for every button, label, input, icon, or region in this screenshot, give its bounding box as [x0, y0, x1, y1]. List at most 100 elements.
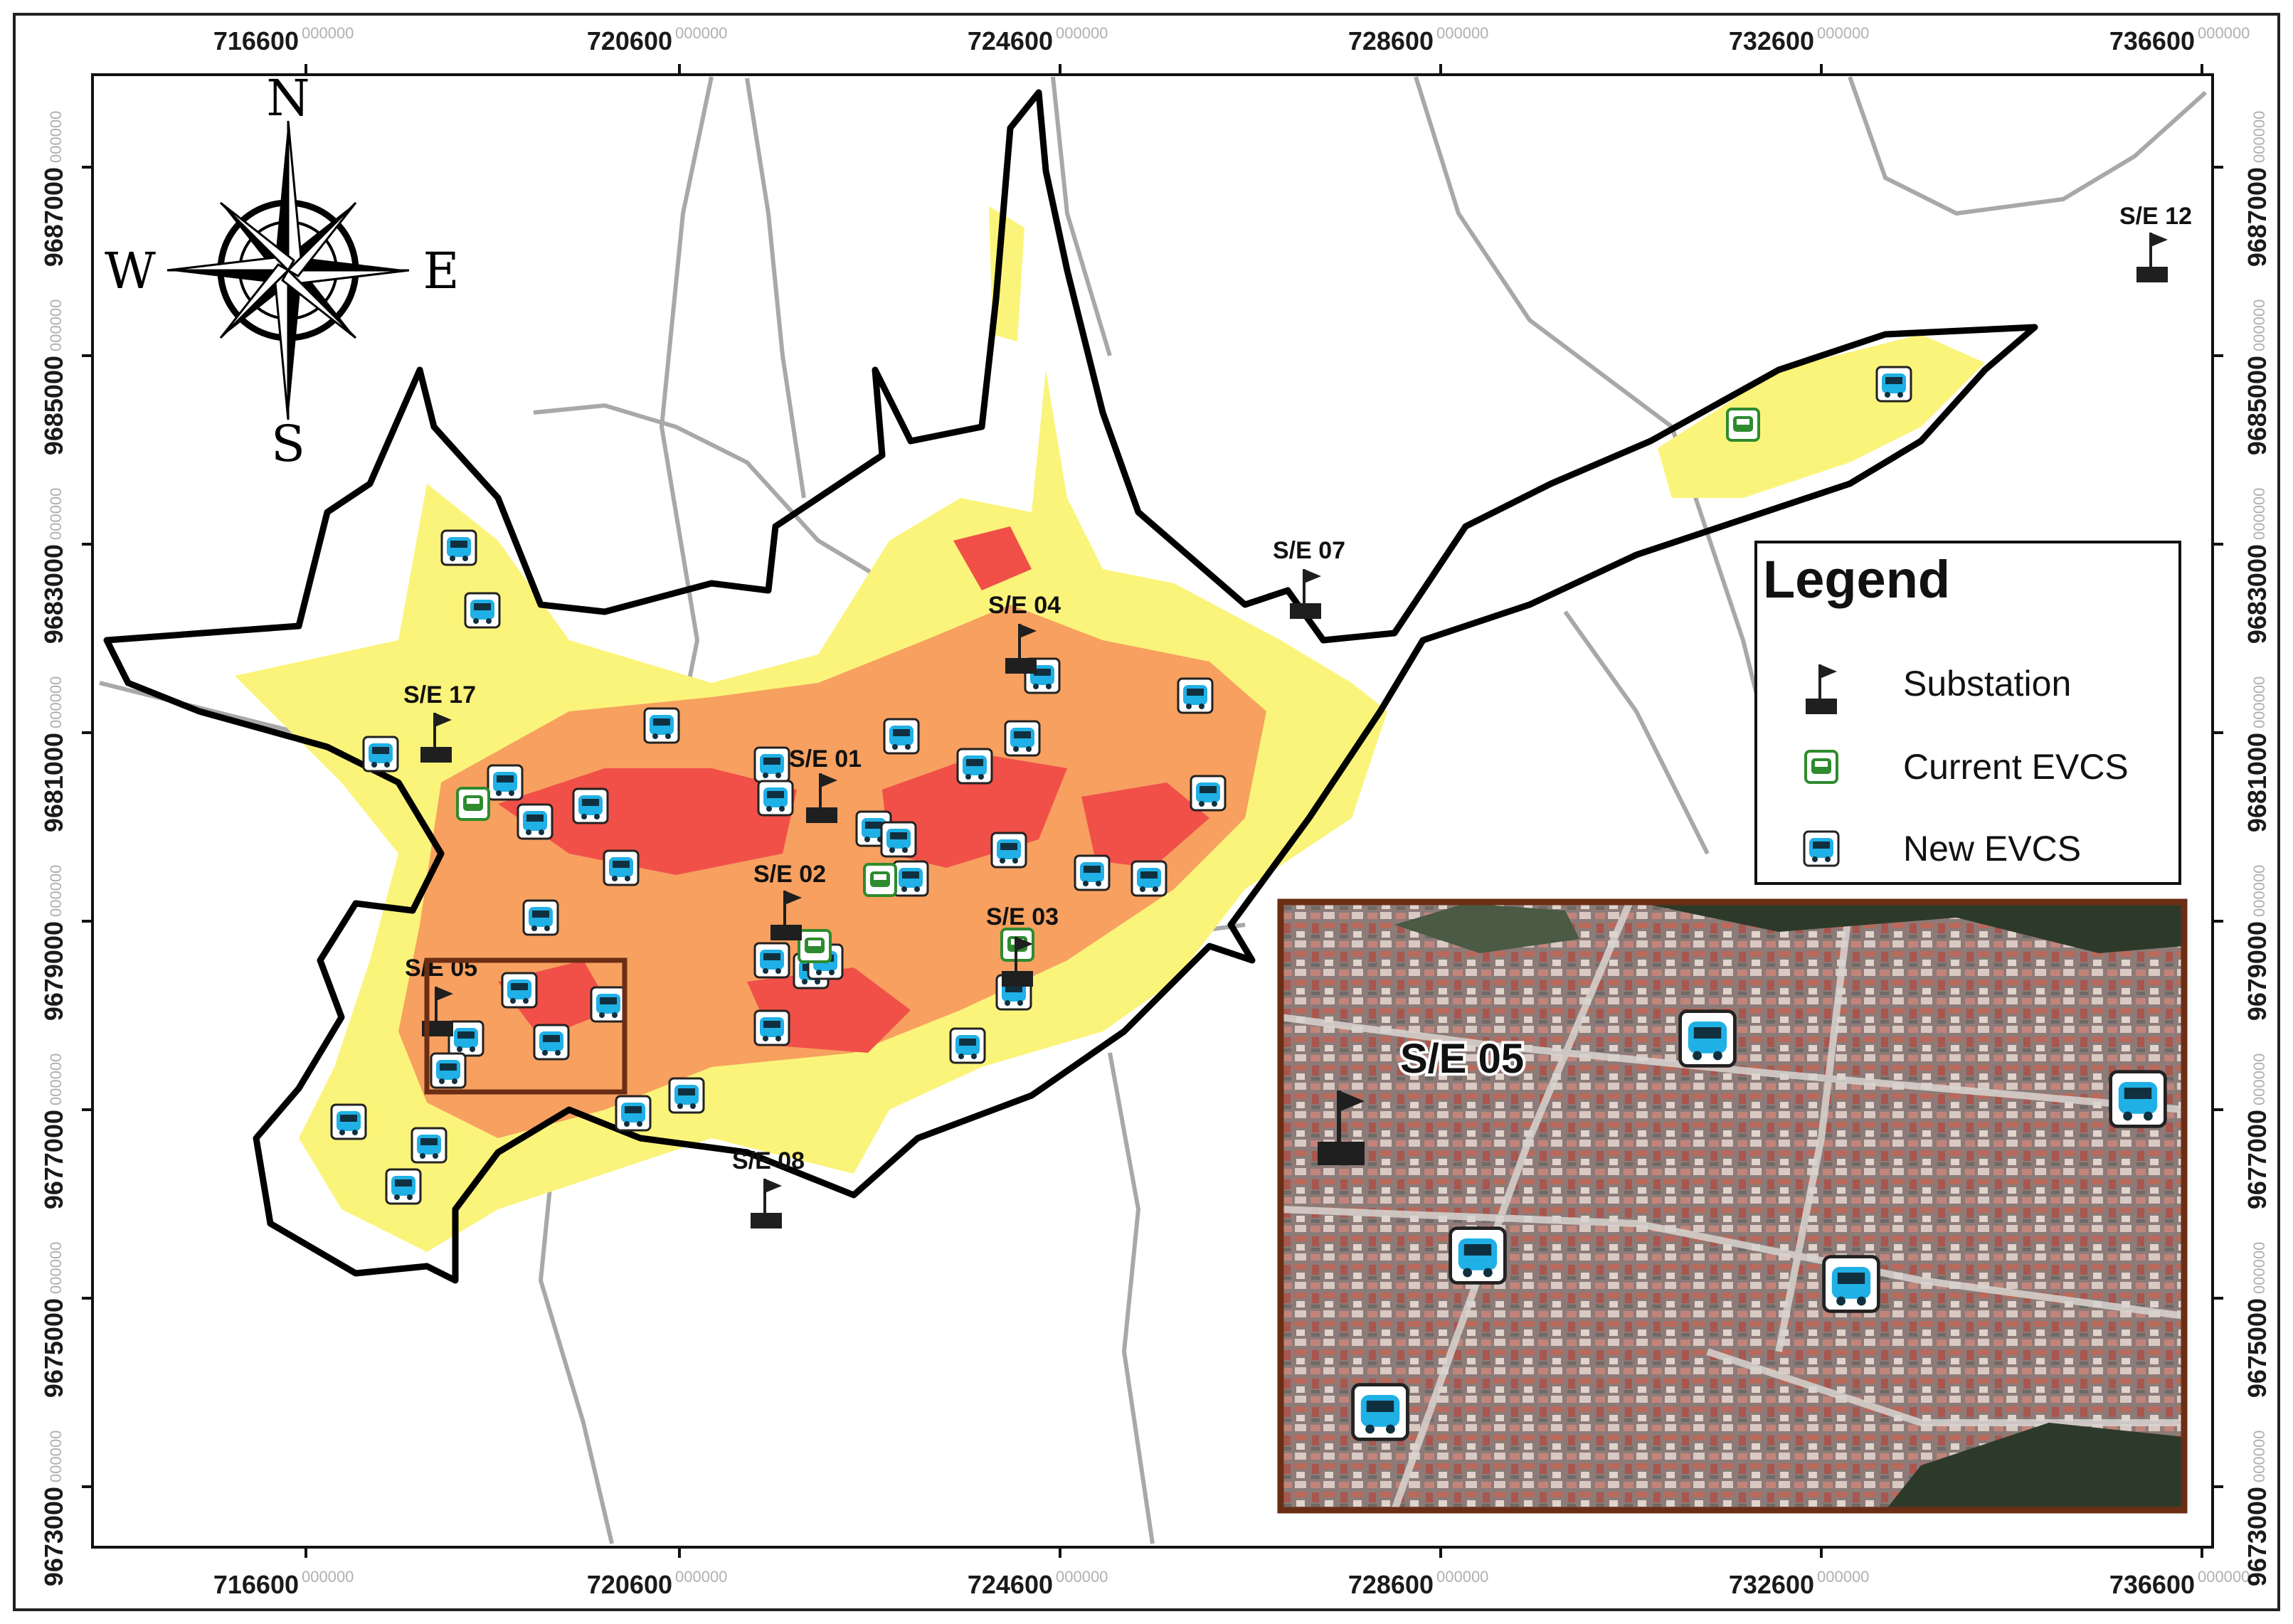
- inset-evcs-3: [1451, 1228, 1505, 1283]
- substation-se17-label: S/E 17: [403, 681, 476, 708]
- y-tick-right: 9681000 000000: [2242, 676, 2272, 833]
- substations: S/E 01 S/E 02 S/E 03 S/E 04 S/E 05 S/E 0…: [403, 203, 2192, 1230]
- legend-item-substation: Substation: [1903, 664, 2071, 704]
- x-tick-sub-bottom: 000000: [2198, 1568, 2250, 1586]
- y-tick-right: 9677000 000000: [2242, 1054, 2272, 1210]
- x-tick-label-top: 736600: [2109, 26, 2195, 55]
- compass-west: W: [105, 242, 156, 300]
- substation-se01-label: S/E 01: [789, 745, 862, 773]
- inset-evcs-2: [2111, 1072, 2166, 1127]
- inset-label: S/E 05: [1400, 1036, 1524, 1082]
- y-tick-left: 9679000 000000: [39, 865, 68, 1021]
- y-tick-right: 9679000 000000: [2242, 865, 2272, 1021]
- x-tick-label-top: 720600: [587, 26, 672, 55]
- x-tick-sub-bottom: 000000: [1056, 1568, 1108, 1586]
- substation-se08-label: S/E 08: [732, 1147, 805, 1174]
- y-tick-label-left: 9673000: [39, 1487, 68, 1586]
- y-tick-sub-left: 000000: [47, 1431, 65, 1482]
- y-axis-right-labels: 9687000000000968500000000096830000000009…: [2242, 111, 2272, 1587]
- y-tick-right: 9675000 000000: [2242, 1242, 2272, 1399]
- y-tick-label-left: 9685000: [39, 356, 68, 455]
- y-tick-label-right: 9687000: [2242, 167, 2272, 267]
- x-tick-label-bottom: 728600: [1348, 1570, 1434, 1599]
- y-tick-label-right: 9685000: [2242, 356, 2272, 455]
- y-tick-sub-left: 000000: [47, 111, 65, 163]
- y-tick-sub-right: 000000: [2250, 865, 2268, 917]
- x-axis-top-labels: 716600 000000 720600 000000 724600 000000 7286…: [213, 24, 2250, 55]
- tick-marks: [82, 64, 2223, 1558]
- y-tick-label-left: 9683000: [39, 544, 68, 644]
- x-tick-label-top: 724600: [968, 26, 1053, 55]
- y-tick-label-left: 9679000: [39, 921, 68, 1021]
- y-tick-sub-left: 000000: [47, 488, 65, 540]
- legend-item-current-evcs: Current EVCS: [1903, 747, 2129, 787]
- y-axis-left-labels: 9687000000000968500000000096830000000009…: [39, 111, 68, 1587]
- y-tick-sub-right: 000000: [2250, 488, 2268, 540]
- substation-se02-label: S/E 02: [753, 861, 826, 888]
- x-axis-bottom-labels: 716600 000000 720600 000000 724600 000000 7286…: [213, 1568, 2250, 1599]
- y-tick-left: 9685000 000000: [39, 299, 68, 456]
- x-tick-label-top: 716600: [213, 26, 299, 55]
- x-tick-sub-bottom: 000000: [675, 1568, 727, 1586]
- study-area-boundary: [103, 89, 2038, 1284]
- y-tick-label-right: 9681000: [2242, 733, 2272, 832]
- y-tick-sub-right: 000000: [2250, 1431, 2268, 1482]
- x-tick-sub-bottom: 000000: [1436, 1568, 1488, 1586]
- y-tick-sub-right: 000000: [2250, 1054, 2268, 1105]
- y-tick-left: 9683000 000000: [39, 488, 68, 644]
- x-tick-label-bottom: 720600: [587, 1570, 672, 1599]
- x-tick-label-bottom: 716600: [213, 1570, 299, 1599]
- y-tick-sub-right: 000000: [2250, 676, 2268, 728]
- inset-evcs-1: [1680, 1012, 1735, 1066]
- y-tick-sub-left: 000000: [47, 1242, 65, 1294]
- y-tick-left: 9687000 000000: [39, 111, 68, 267]
- y-tick-sub-right: 000000: [2250, 111, 2268, 163]
- y-tick-label-left: 9687000: [39, 167, 68, 267]
- x-tick-sub-top: 000000: [302, 24, 354, 42]
- y-tick-right: 9673000 000000: [2242, 1431, 2272, 1587]
- x-tick-label-bottom: 724600: [968, 1570, 1053, 1599]
- zoom-box: [424, 957, 627, 1095]
- compass-north: N: [266, 69, 309, 127]
- inset-map: S/E 05: [1277, 898, 2188, 1514]
- y-tick-sub-left: 000000: [47, 865, 65, 917]
- y-tick-label-right: 9679000: [2242, 921, 2272, 1021]
- x-tick-sub-bottom: 000000: [1817, 1568, 1869, 1586]
- legend: Legend Substation Current EVCS New EVCS: [1754, 541, 2181, 885]
- substation-se04-label: S/E 04: [988, 592, 1061, 619]
- y-tick-label-left: 9681000: [39, 733, 68, 832]
- x-tick-sub-bottom: 000000: [302, 1568, 354, 1586]
- x-tick-label-bottom: 732600: [1729, 1570, 1814, 1599]
- y-tick-sub-left: 000000: [47, 676, 65, 728]
- substation-se07-label: S/E 07: [1273, 537, 1345, 564]
- x-tick-sub-top: 000000: [1436, 24, 1488, 42]
- y-tick-label-right: 9675000: [2242, 1298, 2272, 1398]
- compass-south: S: [271, 415, 305, 473]
- compass-east: E: [423, 242, 459, 300]
- inset-frame: [1277, 898, 2188, 1514]
- y-tick-left: 9677000 000000: [39, 1054, 68, 1210]
- substation-se12-label: S/E 12: [2119, 203, 2192, 230]
- inset-evcs-5: [1353, 1385, 1408, 1440]
- y-tick-sub-left: 000000: [47, 1054, 65, 1105]
- x-tick-sub-top: 000000: [1817, 24, 1869, 42]
- y-tick-sub-left: 000000: [47, 299, 65, 351]
- x-tick-label-top: 728600: [1348, 26, 1434, 55]
- inset-evcs-4: [1824, 1257, 1879, 1312]
- y-tick-label-right: 9673000: [2242, 1487, 2272, 1586]
- y-tick-left: 9673000 000000: [39, 1431, 68, 1587]
- legend-title: Legend: [1763, 550, 1950, 609]
- y-tick-right: 9685000 000000: [2242, 299, 2272, 456]
- x-tick-sub-top: 000000: [675, 24, 727, 42]
- y-tick-sub-right: 000000: [2250, 1242, 2268, 1294]
- substation-se03-label: S/E 03: [986, 903, 1059, 930]
- legend-new-evcs-icon: [1803, 830, 1840, 867]
- y-tick-left: 9675000 000000: [39, 1242, 68, 1399]
- legend-current-evcs-icon: [1804, 750, 1838, 784]
- y-tick-label-left: 9675000: [39, 1298, 68, 1398]
- y-tick-right: 9687000 000000: [2242, 111, 2272, 267]
- y-tick-label-right: 9683000: [2242, 544, 2272, 644]
- y-tick-left: 9681000 000000: [39, 676, 68, 833]
- x-tick-sub-top: 000000: [2198, 24, 2250, 42]
